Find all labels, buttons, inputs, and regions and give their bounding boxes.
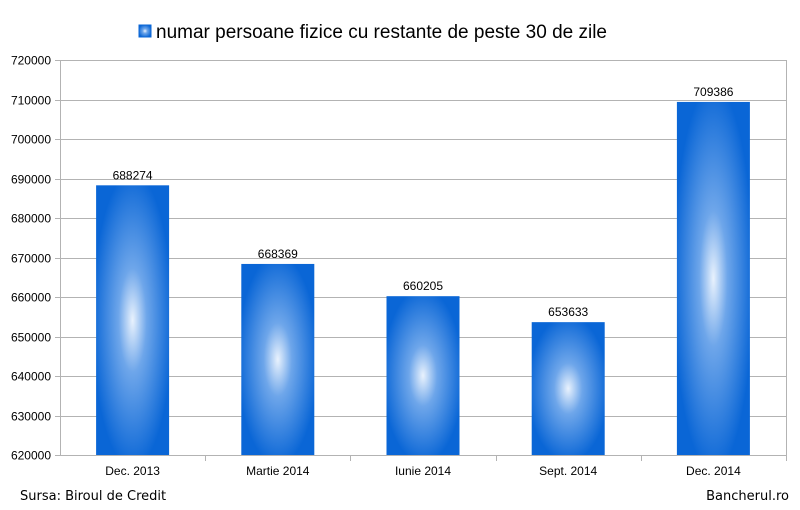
y-tick-label: 660000 [11, 291, 51, 305]
brand-label: Bancherul.ro [706, 489, 789, 504]
legend-swatch [138, 24, 152, 38]
data-label: 688274 [113, 168, 153, 182]
y-tick-label: 670000 [11, 252, 51, 266]
data-label: 660205 [403, 279, 443, 293]
data-label: 668369 [258, 247, 298, 261]
bar [676, 101, 750, 456]
bar [96, 185, 170, 456]
y-axis-ticks: 620000 630000 640000 650000 660000 670000 6800… [11, 54, 60, 463]
y-tick-label: 630000 [11, 410, 51, 424]
y-tick-label: 650000 [11, 331, 51, 345]
bar [386, 296, 460, 455]
y-tick-label: 640000 [11, 370, 51, 384]
bar [241, 263, 315, 455]
y-tick-label: 690000 [11, 173, 51, 187]
data-label: 709386 [693, 85, 733, 99]
y-tick-label: 710000 [11, 94, 51, 108]
y-tick-label: 680000 [11, 212, 51, 226]
x-category-label: Iunie 2014 [395, 464, 451, 478]
legend-label: numar persoane fizice cu restante de pes… [156, 22, 607, 43]
data-label: 653633 [548, 305, 588, 319]
axes [60, 60, 787, 461]
x-category-label: Dec. 2013 [105, 464, 160, 478]
y-tick-label: 720000 [11, 54, 51, 68]
chart-legend: numar persoane fizice cu restante de pes… [138, 22, 607, 43]
x-category-label: Dec. 2014 [686, 464, 741, 478]
bars [96, 101, 750, 456]
x-category-label: Martie 2014 [246, 464, 310, 478]
source-note: Sursa: Biroul de Credit [20, 489, 167, 504]
y-tick-label: 700000 [11, 133, 51, 147]
x-axis-categories: Dec. 2013 Martie 2014 Iunie 2014 Sept. 2014… [105, 464, 741, 478]
data-labels: 688274 668369 660205 653633 709386 [113, 85, 734, 319]
x-category-label: Sept. 2014 [539, 464, 597, 478]
bar [531, 322, 605, 455]
y-tick-label: 620000 [11, 449, 51, 463]
